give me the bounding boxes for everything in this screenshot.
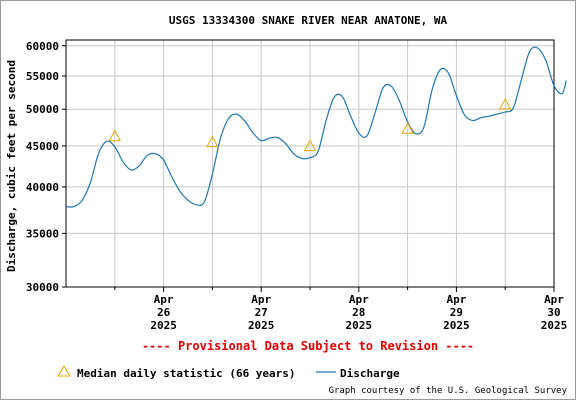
x-tick-day: 30 (547, 306, 560, 319)
y-tick-label: 50000 (26, 103, 59, 116)
median-marker (498, 98, 512, 110)
median-marker (108, 129, 122, 142)
y-tick-label: 60000 (26, 40, 59, 53)
x-tick-year: 2025 (443, 319, 470, 332)
x-tick-month: Apr (446, 293, 466, 306)
discharge-series-line (65, 46, 567, 208)
x-tick-year: 2025 (346, 319, 373, 332)
provisional-note: ---- Provisional Data Subject to Revisio… (142, 339, 474, 353)
x-tick-month: Apr (251, 293, 271, 306)
legend-discharge-label: Discharge (340, 367, 400, 380)
usgs-credit: Graph courtesy of the U.S. Geological Su… (329, 386, 568, 396)
x-tick-year: 2025 (541, 319, 568, 332)
x-tick-day: 26 (157, 306, 171, 319)
median-marker (303, 139, 317, 152)
chart-title: USGS 13334300 SNAKE RIVER NEAR ANATONE, … (169, 14, 448, 27)
y-tick-label: 45000 (26, 140, 59, 153)
plot-area (65, 39, 555, 288)
y-tick-label: 30000 (26, 281, 59, 294)
legend: Median daily statistic (66 years) Discha… (57, 365, 400, 380)
y-tick-label: 40000 (26, 181, 59, 194)
x-tick-day: 29 (450, 306, 463, 319)
x-tick-year: 2025 (150, 319, 177, 332)
x-tick-day: 28 (352, 306, 365, 319)
x-tick-month: Apr (544, 293, 564, 306)
grid-lines (66, 40, 555, 288)
x-tick-year: 2025 (248, 319, 275, 332)
median-markers (108, 98, 512, 152)
x-tick-month: Apr (349, 293, 369, 306)
median-marker (206, 135, 219, 148)
x-axis-ticks: Apr262025Apr272025Apr282025Apr292025Apr3… (114, 287, 568, 332)
legend-median-label: Median daily statistic (66 years) (77, 367, 296, 380)
median-marker (401, 122, 414, 134)
y-axis-label: Discharge, cubic feet per second (5, 60, 18, 272)
x-tick-month: Apr (154, 293, 174, 306)
x-tick-day: 27 (255, 306, 268, 319)
y-tick-label: 35000 (26, 227, 59, 240)
y-tick-label: 55000 (26, 70, 59, 83)
y-axis-ticks: 60000 55000 50000 45000 40000 35000 30000 (26, 40, 66, 294)
legend-median-marker (57, 365, 71, 377)
